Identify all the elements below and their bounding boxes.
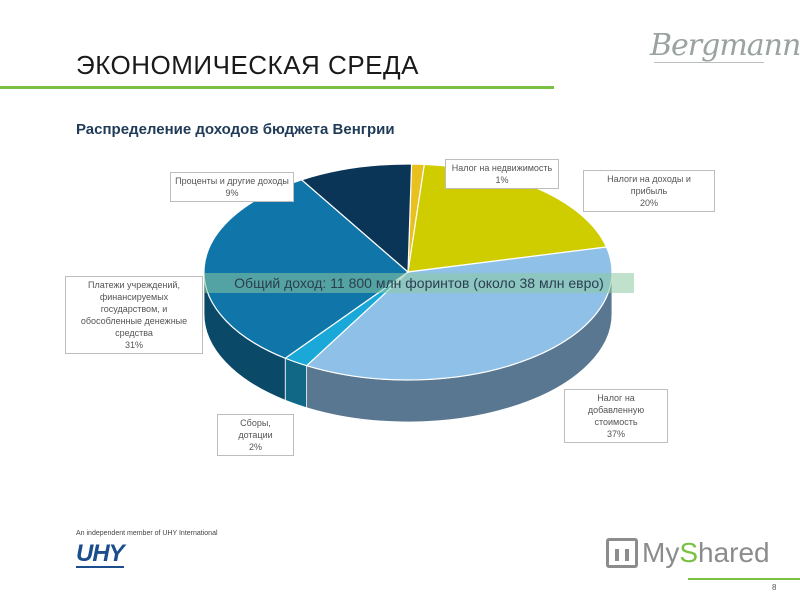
- bergmann-logo: Bergmann: [650, 28, 800, 63]
- label-income-tax-name: Налоги на доходы и прибыль: [607, 174, 691, 196]
- member-text: An independent member of UHY Internation…: [76, 530, 218, 537]
- label-income-tax-pct: 20%: [639, 198, 658, 208]
- label-interest-name: Проценты и другие доходы: [175, 176, 289, 186]
- myshared-watermark: MyShared: [606, 537, 770, 569]
- label-income-tax: Налоги на доходы и прибыль 20%: [583, 170, 715, 212]
- label-property-tax: Налог на недвижимость 1%: [445, 159, 559, 189]
- watermark-text: MyShared: [642, 537, 770, 568]
- label-property-tax-pct: 1%: [495, 175, 509, 185]
- label-institutions: Платежи учреждений, финансируемых госуда…: [65, 276, 203, 354]
- label-interest: Проценты и другие доходы 9%: [170, 172, 294, 202]
- label-fees-name: Сборы, дотации: [238, 418, 273, 440]
- label-property-tax-name: Налог на недвижимость: [451, 163, 553, 173]
- label-institutions-name: Платежи учреждений, финансируемых госуда…: [80, 280, 188, 338]
- presentation-icon: [606, 538, 638, 568]
- bergmann-logo-underline: [654, 62, 764, 63]
- label-institutions-pct: 31%: [124, 340, 143, 350]
- pie-slice-5: [300, 163, 413, 274]
- chart-title: Распределение доходов бюджета Венгрии: [76, 121, 395, 138]
- title-rule: [0, 86, 554, 89]
- page-number: 8: [772, 583, 777, 592]
- total-income-annotation: Общий доход: 11 800 млн форинтов (около …: [204, 273, 634, 293]
- pie-slice-side-3: [284, 357, 308, 409]
- label-vat-name: Налог на добавленную стоимость: [587, 393, 645, 427]
- label-vat-pct: 37%: [606, 429, 625, 439]
- uhy-logo-underline: [76, 566, 124, 568]
- slide-title: ЭКОНОМИЧЕСКАЯ СРЕДА: [76, 50, 419, 80]
- uhy-logo: UHY: [76, 540, 125, 567]
- label-fees: Сборы, дотации 2%: [217, 414, 294, 456]
- footer-rule: [688, 578, 800, 580]
- label-vat: Налог на добавленную стоимость 37%: [564, 389, 668, 443]
- label-interest-pct: 9%: [225, 188, 239, 198]
- label-fees-pct: 2%: [248, 442, 262, 452]
